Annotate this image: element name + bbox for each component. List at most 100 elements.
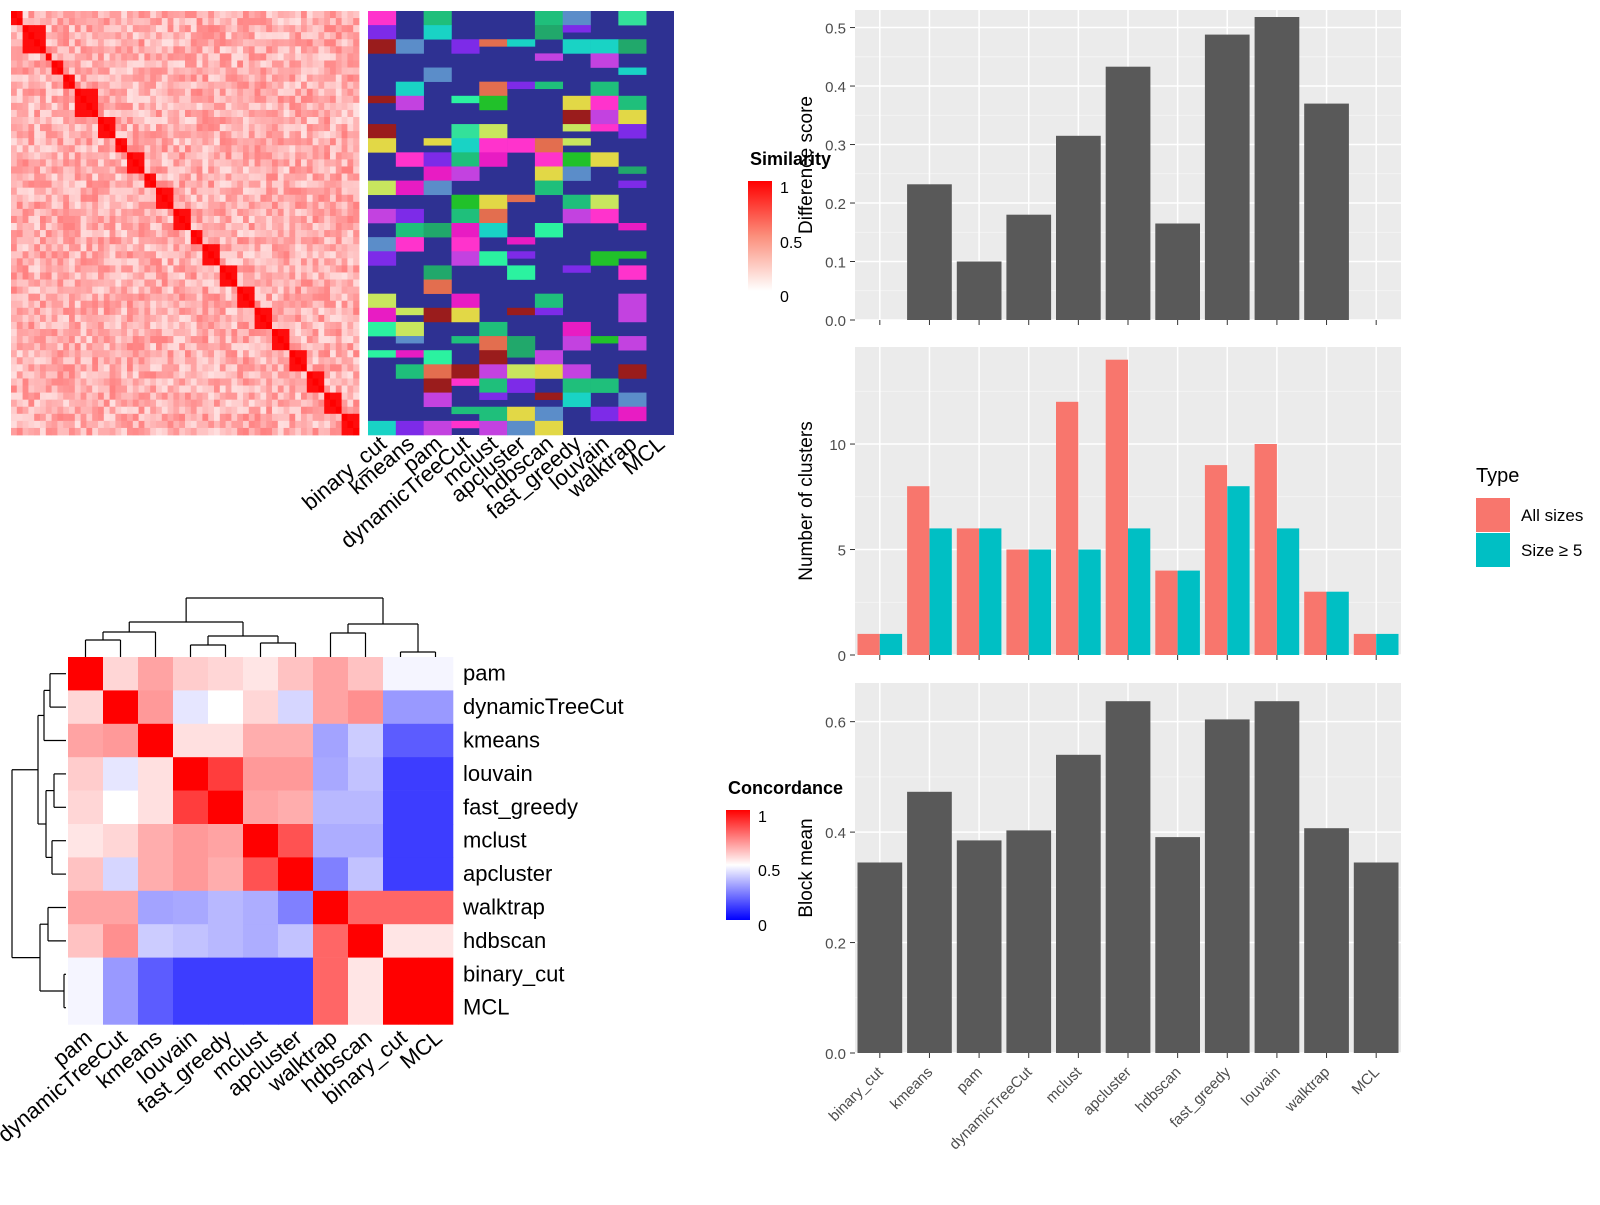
similarity-cell: [243, 371, 250, 379]
similarity-cell: [295, 159, 302, 167]
similarity-cell: [196, 357, 203, 365]
similarity-cell: [190, 413, 197, 422]
similarity-cell: [161, 258, 168, 266]
similarity-cell: [266, 399, 273, 408]
similarity-cell: [219, 307, 226, 316]
similarity-cell: [115, 39, 122, 47]
concordance-cell: [418, 757, 454, 791]
similarity-cell: [248, 350, 255, 358]
similarity-cell: [121, 272, 128, 280]
similarity-cell: [57, 307, 64, 316]
similarity-cell: [179, 180, 186, 189]
similarity-cell: [324, 25, 331, 33]
similarity-cell: [74, 166, 81, 174]
similarity-cell: [301, 321, 308, 330]
assignment-cell: [395, 223, 424, 238]
similarity-cell: [63, 406, 70, 415]
similarity-cell: [156, 392, 163, 401]
similarity-cell: [80, 173, 87, 181]
similarity-cell: [347, 420, 354, 429]
similarity-cell: [69, 117, 76, 125]
similarity-cell: [51, 244, 58, 252]
similarity-cell: [156, 336, 163, 344]
similarity-cell: [80, 321, 87, 330]
similarity-cell: [69, 215, 76, 224]
similarity-cell: [312, 166, 319, 174]
similarity-cell: [138, 314, 145, 323]
similarity-cell: [86, 343, 93, 351]
similarity-cell: [156, 81, 163, 90]
similarity-cell: [51, 145, 58, 153]
similarity-cell: [214, 378, 221, 386]
similarity-cell: [341, 286, 348, 295]
similarity-cell: [16, 385, 23, 393]
similarity-cell: [115, 230, 122, 238]
similarity-cell: [103, 215, 110, 224]
similarity-cell: [132, 343, 139, 351]
similarity-cell: [214, 39, 221, 47]
similarity-cell: [185, 244, 192, 252]
similarity-cell: [115, 201, 122, 210]
similarity-cell: [190, 314, 197, 323]
similarity-cell: [167, 152, 174, 160]
similarity-cell: [335, 392, 342, 401]
similarity-cell: [57, 300, 64, 309]
similarity-cell: [318, 67, 325, 75]
similarity-cell: [318, 11, 325, 19]
similarity-cell: [40, 350, 47, 358]
similarity-cell: [156, 427, 163, 436]
similarity-cell: [324, 321, 331, 330]
similarity-cell: [86, 336, 93, 344]
similarity-cell: [74, 201, 81, 210]
similarity-cell: [45, 314, 52, 323]
similarity-cell: [150, 258, 157, 266]
similarity-cell: [237, 208, 244, 217]
concordance-cell: [383, 757, 419, 791]
similarity-cell: [11, 343, 18, 351]
similarity-cell: [115, 187, 122, 196]
similarity-cell: [219, 258, 226, 266]
similarity-cell: [306, 286, 313, 295]
similarity-cell: [34, 293, 41, 302]
similarity-cell: [115, 399, 122, 408]
similarity-cell: [121, 364, 128, 372]
similarity-cell: [243, 357, 250, 365]
concordance-cell: [208, 824, 244, 858]
similarity-cell: [237, 60, 244, 68]
concordance-cell: [243, 824, 279, 858]
similarity-cell: [150, 159, 157, 167]
similarity-cell: [98, 18, 105, 26]
similarity-cell: [208, 53, 215, 61]
similarity-cell: [92, 300, 99, 309]
similarity-cell: [16, 392, 23, 401]
similarity-cell: [283, 39, 290, 47]
similarity-cell: [202, 152, 209, 160]
similarity-cell: [301, 109, 308, 118]
similarity-cell: [295, 399, 302, 408]
assignment-cell: [451, 237, 480, 252]
similarity-cell: [34, 109, 41, 118]
similarity-cell: [63, 117, 70, 125]
similarity-cell: [80, 413, 87, 422]
similarity-cell: [57, 67, 64, 75]
similarity-cell: [109, 180, 116, 189]
similarity-cell: [103, 258, 110, 266]
similarity-cell: [109, 131, 116, 139]
similarity-cell: [167, 427, 174, 436]
similarity-cell: [214, 300, 221, 309]
similarity-cell: [202, 378, 209, 386]
similarity-cell: [11, 357, 18, 365]
assignment-cell: [507, 406, 536, 422]
similarity-cell: [69, 300, 76, 309]
similarity-cell: [196, 420, 203, 429]
similarity-cell: [260, 343, 267, 351]
similarity-cell: [127, 279, 134, 287]
similarity-cell: [237, 371, 244, 379]
similarity-cell: [138, 159, 145, 167]
similarity-cell: [40, 329, 47, 337]
similarity-cell: [185, 46, 192, 54]
similarity-cell: [318, 223, 325, 231]
similarity-cell: [202, 420, 209, 429]
similarity-cell: [63, 88, 70, 97]
similarity-cell: [248, 131, 255, 139]
